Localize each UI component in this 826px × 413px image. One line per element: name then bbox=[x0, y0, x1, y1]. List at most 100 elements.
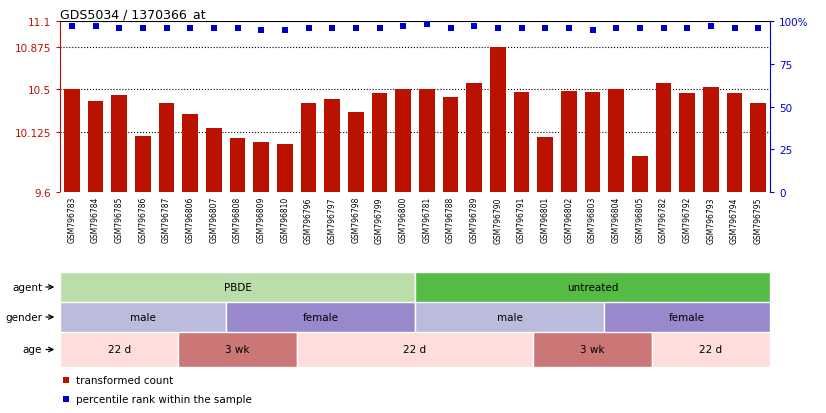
Bar bbox=[419, 90, 434, 192]
Bar bbox=[278, 145, 292, 192]
Text: male: male bbox=[496, 312, 523, 322]
Text: gender: gender bbox=[5, 312, 42, 322]
Text: GSM796790: GSM796790 bbox=[493, 197, 502, 243]
Text: 3 wk: 3 wk bbox=[225, 345, 249, 355]
Point bbox=[634, 26, 647, 32]
Bar bbox=[632, 156, 648, 192]
Text: GSM796793: GSM796793 bbox=[706, 197, 715, 243]
Bar bbox=[605, 302, 770, 332]
Text: GSM796809: GSM796809 bbox=[257, 197, 266, 243]
Text: agent: agent bbox=[12, 282, 42, 292]
Text: GSM796806: GSM796806 bbox=[186, 197, 195, 243]
Point bbox=[444, 26, 457, 32]
Point bbox=[728, 26, 741, 32]
Point bbox=[539, 26, 552, 32]
Point bbox=[610, 26, 623, 32]
Point bbox=[59, 377, 73, 383]
Bar bbox=[60, 332, 178, 367]
Bar bbox=[751, 104, 766, 192]
Bar bbox=[112, 96, 127, 192]
Bar bbox=[325, 99, 339, 192]
Bar bbox=[656, 83, 672, 192]
Text: GSM796810: GSM796810 bbox=[280, 197, 289, 243]
Text: GSM796782: GSM796782 bbox=[659, 197, 668, 243]
Text: GDS5034 / 1370366_at: GDS5034 / 1370366_at bbox=[60, 8, 206, 21]
Bar bbox=[561, 91, 577, 192]
Text: untreated: untreated bbox=[567, 282, 618, 292]
Text: GSM796803: GSM796803 bbox=[588, 197, 597, 243]
Point bbox=[325, 26, 339, 32]
Text: GSM796791: GSM796791 bbox=[517, 197, 526, 243]
Point bbox=[468, 24, 481, 31]
Text: female: female bbox=[302, 312, 339, 322]
Point bbox=[254, 27, 268, 34]
Bar bbox=[396, 90, 411, 192]
Text: GSM796788: GSM796788 bbox=[446, 197, 455, 243]
Point bbox=[231, 26, 244, 32]
Point bbox=[89, 24, 102, 31]
Bar bbox=[538, 138, 553, 192]
Point bbox=[59, 396, 73, 403]
Text: GSM796792: GSM796792 bbox=[682, 197, 691, 243]
Text: GSM796805: GSM796805 bbox=[635, 197, 644, 243]
Point bbox=[586, 27, 599, 34]
Text: GSM796797: GSM796797 bbox=[328, 197, 337, 243]
Bar bbox=[348, 113, 363, 192]
Bar bbox=[680, 94, 695, 192]
Text: GSM796802: GSM796802 bbox=[564, 197, 573, 243]
Text: GSM796800: GSM796800 bbox=[399, 197, 408, 243]
Text: GSM796785: GSM796785 bbox=[115, 197, 124, 243]
Bar bbox=[297, 332, 534, 367]
Bar bbox=[225, 302, 415, 332]
Point bbox=[183, 26, 197, 32]
Text: GSM796796: GSM796796 bbox=[304, 197, 313, 243]
Bar bbox=[206, 129, 221, 192]
Text: PBDE: PBDE bbox=[224, 282, 251, 292]
Point bbox=[752, 26, 765, 32]
Bar bbox=[467, 83, 482, 192]
Bar bbox=[727, 94, 743, 192]
Bar bbox=[301, 104, 316, 192]
Text: 22 d: 22 d bbox=[700, 345, 723, 355]
Bar bbox=[88, 102, 103, 192]
Point bbox=[301, 26, 315, 32]
Bar bbox=[254, 142, 268, 192]
Bar bbox=[183, 115, 198, 192]
Text: GSM796807: GSM796807 bbox=[209, 197, 218, 243]
Point bbox=[396, 24, 410, 31]
Bar bbox=[415, 302, 605, 332]
Point bbox=[420, 22, 434, 28]
Point bbox=[657, 26, 670, 32]
Point bbox=[491, 26, 505, 32]
Point bbox=[65, 24, 78, 31]
Bar bbox=[443, 98, 458, 192]
Text: GSM796786: GSM796786 bbox=[138, 197, 147, 243]
Bar bbox=[60, 272, 415, 302]
Text: GSM796781: GSM796781 bbox=[422, 197, 431, 243]
Text: GSM796808: GSM796808 bbox=[233, 197, 242, 243]
Text: 3 wk: 3 wk bbox=[580, 345, 605, 355]
Bar bbox=[490, 48, 506, 192]
Bar bbox=[60, 302, 225, 332]
Text: female: female bbox=[669, 312, 705, 322]
Text: GSM796804: GSM796804 bbox=[612, 197, 620, 243]
Point bbox=[136, 26, 150, 32]
Point bbox=[705, 24, 718, 31]
Text: GSM796784: GSM796784 bbox=[91, 197, 100, 243]
Text: GSM796795: GSM796795 bbox=[753, 197, 762, 243]
Bar bbox=[135, 137, 150, 192]
Text: male: male bbox=[130, 312, 156, 322]
Text: GSM796801: GSM796801 bbox=[541, 197, 549, 243]
Bar bbox=[230, 139, 245, 192]
Text: GSM796794: GSM796794 bbox=[730, 197, 739, 243]
Bar bbox=[609, 90, 624, 192]
Point bbox=[563, 26, 576, 32]
Text: 22 d: 22 d bbox=[403, 345, 426, 355]
Point bbox=[681, 26, 694, 32]
Bar bbox=[64, 90, 79, 192]
Bar bbox=[585, 93, 601, 192]
Point bbox=[373, 26, 386, 32]
Point bbox=[515, 26, 528, 32]
Bar bbox=[178, 332, 297, 367]
Text: GSM796787: GSM796787 bbox=[162, 197, 171, 243]
